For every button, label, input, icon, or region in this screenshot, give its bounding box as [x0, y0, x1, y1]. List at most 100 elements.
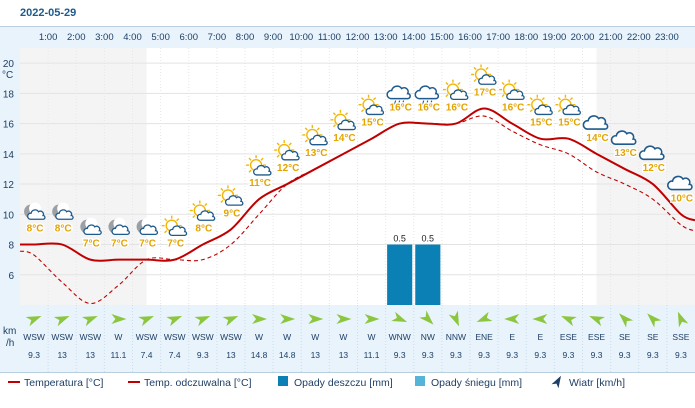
wind-arrow-icon — [476, 311, 493, 323]
temperature-label: 16°C — [502, 103, 524, 114]
moon-cloud-icon — [136, 217, 159, 236]
cloud-shape — [139, 224, 159, 236]
wind-arrow-shape — [111, 314, 127, 325]
hour-label: 1:00 — [39, 32, 58, 43]
legend-snow-swatch — [415, 376, 425, 386]
moon-cloud-icon — [52, 202, 74, 220]
sun-cloud-icon — [274, 140, 300, 161]
legend: Temperatura [°C] Temp. odczuwalna [°C] Opa… — [8, 375, 625, 389]
wind-speed: 9.3 — [394, 350, 406, 360]
wind-arrow-icon — [677, 311, 689, 328]
sun-cloud-icon — [358, 94, 385, 116]
cloud-shape — [168, 225, 188, 237]
hour-label: 23:00 — [655, 32, 679, 43]
wind-arrow-icon — [419, 310, 434, 325]
sun-ray — [164, 230, 168, 234]
temperature-label: 16°C — [446, 103, 468, 114]
wind-arrow-shape — [194, 315, 211, 327]
wind-arrow-shape — [308, 314, 324, 325]
sun-ray — [304, 139, 308, 143]
sun-ray — [220, 187, 224, 191]
temperature-label: 10°C — [671, 193, 693, 204]
wind-arrow-icon — [448, 310, 459, 327]
wind-speed: 14.8 — [251, 350, 268, 360]
wind-arrow-icon — [647, 313, 662, 328]
wind-direction: WSW — [136, 332, 158, 342]
legend-label: Temperatura [°C] — [24, 377, 104, 389]
wind-unit-bottom: /h — [6, 338, 14, 349]
wind-arrow-shape — [25, 315, 42, 327]
cloud-shape — [534, 104, 553, 116]
hour-label: 12:00 — [346, 32, 370, 43]
y-tick-label: 16 — [3, 120, 15, 131]
temperature-label: 8°C — [55, 224, 72, 235]
temperature-label: 11°C — [249, 178, 271, 189]
cloud-shape — [638, 145, 665, 161]
hour-label: 5:00 — [151, 32, 170, 43]
wind-arrow-icon — [222, 315, 239, 327]
rain-bar-label: 0.5 — [422, 234, 435, 244]
wind-direction: NNW — [446, 332, 466, 342]
sun-ray — [557, 97, 561, 101]
legend-item: Opady śniegu [mm] — [415, 376, 522, 389]
hour-label: 6:00 — [180, 32, 199, 43]
cloud-shape — [562, 104, 581, 116]
sun-ray — [220, 199, 224, 203]
legend-label: Opady deszczu [mm] — [294, 377, 393, 389]
sun-cloud-icon — [499, 79, 525, 100]
sun-ray — [260, 157, 264, 161]
wind-speed: 14.8 — [279, 350, 296, 360]
sun-ray — [164, 218, 168, 222]
temperature-label: 15°C — [361, 118, 383, 129]
wind-speed: 9.3 — [450, 350, 462, 360]
wind-arrow-icon — [53, 315, 70, 327]
hour-label: 8:00 — [236, 32, 255, 43]
wind-direction: W — [368, 332, 376, 342]
sun-ray — [529, 109, 533, 113]
background-bands — [0, 26, 695, 373]
y-axis-ticks: 20 18 16 14 12 10 8 6 — [3, 59, 15, 282]
wind-arrow-shape — [419, 310, 434, 325]
wind-direction: WSW — [23, 332, 45, 342]
temperature-label: 7°C — [167, 239, 184, 250]
cloud-shape — [386, 85, 411, 100]
wind-direction: WSW — [192, 332, 214, 342]
cloud-shape — [224, 195, 244, 206]
sun-ray — [248, 169, 252, 173]
wind-speed: 13 — [86, 350, 96, 360]
cloud-rain-icon — [414, 85, 440, 105]
cloud-shape — [449, 89, 469, 100]
wind-speed: 9.3 — [675, 350, 687, 360]
wind-arrow-icon — [551, 375, 561, 389]
hour-label: 2:00 — [67, 32, 86, 43]
wind-arrow-icon — [25, 315, 42, 327]
sun-cloud-icon — [442, 79, 469, 100]
wind-speed: 9.3 — [28, 350, 40, 360]
cloud-shape — [414, 85, 440, 100]
moon-cloud-icon — [108, 217, 130, 236]
moon-cloud-icon — [80, 217, 102, 236]
legend-label: Temp. odczuwalna [°C] — [144, 377, 252, 389]
rain-drop — [393, 100, 397, 105]
sun-ray — [332, 112, 336, 116]
cloud-icon — [610, 130, 637, 145]
cloud-shape — [55, 209, 74, 220]
temperature-label: 14°C — [586, 133, 608, 144]
temperature-label: 7°C — [139, 239, 156, 250]
wind-arrow-shape — [391, 311, 408, 323]
hour-label: 17:00 — [486, 32, 510, 43]
wind-arrow-icon — [308, 314, 324, 325]
y-axis-unit: °C — [2, 70, 13, 81]
sun-ray — [513, 82, 517, 86]
wind-direction: NW — [421, 332, 435, 342]
rain-drop — [421, 100, 425, 105]
wind-direction: ESE — [560, 332, 577, 342]
cloud-shape — [667, 175, 693, 191]
temperature-label: 7°C — [111, 239, 128, 250]
y-tick-label: 20 — [3, 59, 15, 70]
temperature-label: 15°C — [530, 118, 552, 129]
wind-direction: W — [339, 332, 347, 342]
wind-speed: 11.1 — [110, 350, 126, 360]
rain-bar-label: 0.5 — [393, 234, 406, 244]
rain-drop — [401, 100, 405, 105]
